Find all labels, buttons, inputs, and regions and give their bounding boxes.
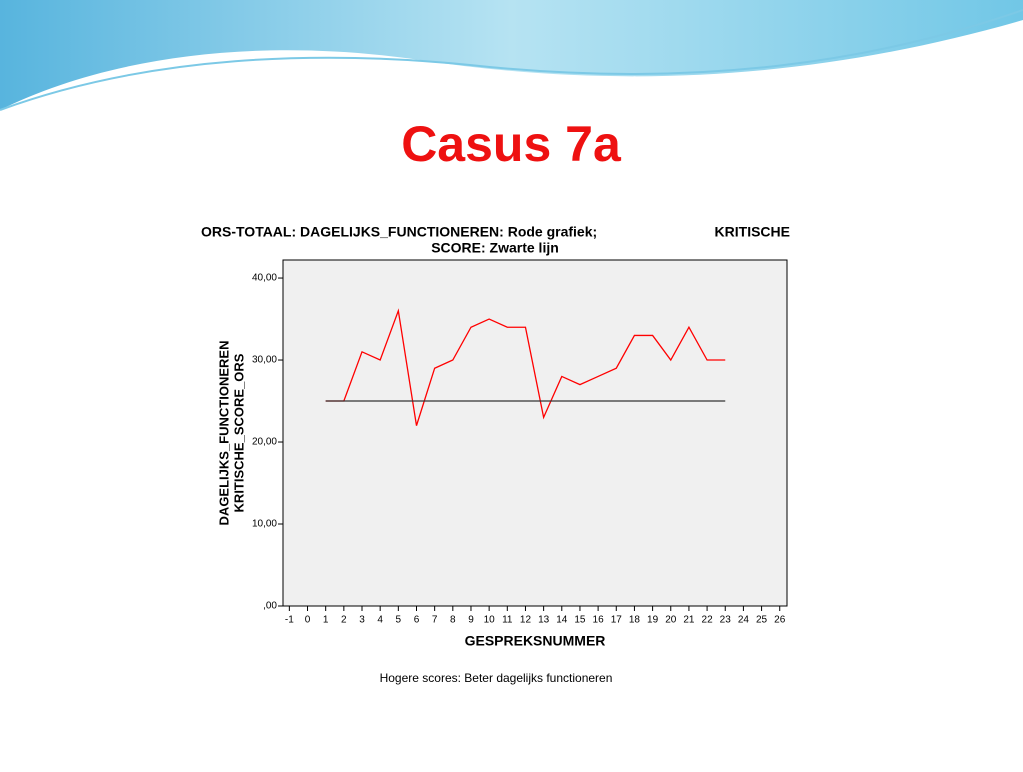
x-tick-label: 1: [323, 615, 329, 626]
x-tick-label: 10: [484, 615, 496, 626]
x-tick-label: 14: [556, 615, 568, 626]
x-tick-label: -1: [285, 615, 294, 626]
x-tick-label: 6: [414, 615, 420, 626]
x-tick-label: 24: [738, 615, 750, 626]
x-tick-label: 22: [702, 615, 714, 626]
y-tick-label: ,00: [263, 601, 277, 612]
y-tick-label: 30,00: [252, 355, 277, 366]
y-axis-label: DAGELIJKS_FUNCTIONEREN: [216, 341, 231, 526]
x-tick-label: 23: [720, 615, 732, 626]
header-wave-line: [0, 9, 1023, 111]
x-tick-label: 16: [593, 615, 605, 626]
x-tick-label: 4: [377, 615, 383, 626]
x-tick-label: 12: [520, 615, 532, 626]
y-tick-label: 20,00: [252, 437, 277, 448]
y-tick-label: 40,00: [252, 273, 277, 284]
x-tick-label: 17: [611, 615, 623, 626]
y-tick-label: 10,00: [252, 519, 277, 530]
slide-title: Casus 7a: [401, 116, 622, 172]
x-tick-label: 19: [647, 615, 659, 626]
x-tick-label: 7: [432, 615, 438, 626]
x-tick-label: 15: [574, 615, 586, 626]
x-tick-label: 9: [468, 615, 474, 626]
header-wave: [0, 0, 1023, 110]
x-tick-label: 2: [341, 615, 347, 626]
chart-title: KRITISCHE: [715, 224, 790, 240]
x-tick-label: 18: [629, 615, 641, 626]
chart: ORS-TOTAAL: DAGELIJKS_FUNCTIONEREN: Rode…: [201, 224, 790, 685]
x-tick-label: 11: [502, 615, 513, 626]
chart-title: SCORE: Zwarte lijn: [431, 240, 559, 256]
x-tick-label: 20: [665, 615, 677, 626]
x-tick-label: 26: [774, 615, 786, 626]
y-axis-label: KRITISCHE_SCORE_ORS: [231, 353, 246, 512]
x-tick-label: 0: [305, 615, 311, 626]
x-tick-label: 13: [538, 615, 550, 626]
chart-note: Hogere scores: Beter dagelijks functione…: [380, 671, 613, 685]
plot-area: [282, 259, 788, 607]
x-tick-label: 21: [683, 615, 695, 626]
x-axis-label: GESPREKSNUMMER: [465, 633, 606, 649]
x-tick-label: 25: [756, 615, 768, 626]
chart-title: ORS-TOTAAL: DAGELIJKS_FUNCTIONEREN: Rode…: [201, 224, 597, 240]
x-tick-label: 3: [359, 615, 365, 626]
x-tick-label: 5: [396, 615, 402, 626]
series-line: [325, 308, 726, 426]
x-tick-label: 8: [450, 615, 456, 626]
